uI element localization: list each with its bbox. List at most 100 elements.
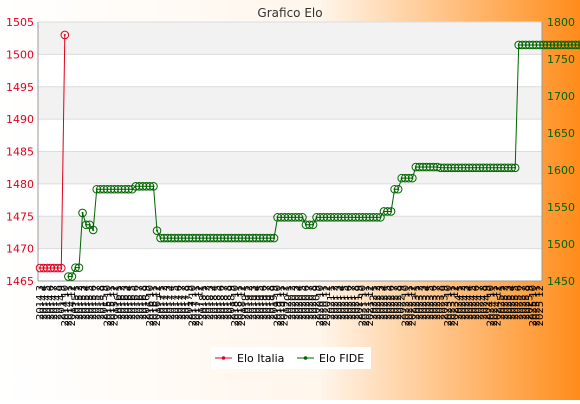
x-tick-label: 2015 10 — [102, 285, 113, 326]
x-tick-label: 2024 10 — [485, 285, 496, 326]
x-tick-label: 2015 3 — [78, 285, 89, 320]
x-tick-label: 2017 10 — [187, 285, 198, 326]
x-tick-label: 2014 9 — [56, 285, 67, 320]
y-left-tick-label: 1505 — [6, 16, 34, 29]
x-tick-label: 2023 10 — [443, 285, 454, 326]
x-tick-label: 2018 5 — [212, 285, 223, 320]
y-left-tick-label: 1475 — [6, 210, 34, 223]
x-tick-label: 2023 12 — [450, 285, 461, 326]
x-tick-label: 2024 3 — [461, 285, 472, 320]
x-tick-label: 2025 7 — [517, 285, 528, 320]
x-tick-label: 2019 3 — [248, 285, 259, 320]
x-tick-label: 2021 2 — [329, 285, 340, 320]
x-tick-label: 2019 1 — [241, 285, 252, 320]
y-right-tick-label: 1700 — [547, 90, 575, 103]
x-tick-label: 2014 6 — [46, 285, 57, 320]
x-tick-label: 2021 5 — [340, 285, 351, 320]
x-tick-label: 2018 1 — [198, 285, 209, 320]
x-tick-label: 2016 3 — [120, 285, 131, 320]
x-tick-label: 2019 10 — [273, 285, 284, 326]
data-point-elo-fide — [74, 263, 84, 272]
data-point-dot-elo-fide — [78, 266, 81, 269]
x-tick-label: 2020 8 — [308, 285, 319, 320]
x-tick-label: 2016 1 — [113, 285, 124, 320]
x-tick-label: 2016 6 — [131, 285, 142, 320]
x-tick-label: 2021 8 — [351, 285, 362, 320]
x-tick-label: 2015 9 — [99, 285, 110, 320]
x-tick-label: 2025 1 — [496, 285, 507, 320]
y-right-tick-label: 1750 — [547, 53, 575, 66]
x-tick-label: 2020 1 — [283, 285, 294, 320]
x-tick-label: 2016 5 — [127, 285, 138, 320]
data-point-elo-fide — [308, 220, 318, 230]
x-tick-label: 2014 12 — [67, 285, 78, 326]
x-tick-label: 2021 3 — [333, 285, 344, 320]
x-tick-label: 2019 2 — [244, 285, 255, 320]
x-tick-label: 2015 1 — [70, 285, 81, 320]
x-tick-label: 2025 5 — [510, 285, 521, 320]
data-point-elo-fide — [152, 226, 162, 235]
data-point-dot-elo-fide — [88, 223, 91, 226]
x-tick-label: 2024 5 — [468, 285, 479, 320]
y-left-tick-label: 1480 — [6, 178, 34, 191]
x-tick-label: 2021 7 — [347, 285, 358, 320]
x-tick-label: 2018 8 — [223, 285, 234, 320]
x-tick-label: 2021 6 — [344, 285, 355, 320]
y-right-tick-label: 1500 — [547, 238, 575, 251]
x-tick-label: 2023 7 — [432, 285, 443, 320]
x-tick-label: 2016 2 — [117, 285, 128, 320]
x-tick-label: 2016 7 — [134, 285, 145, 320]
x-tick-label: 2022 12 — [407, 285, 418, 326]
x-tick-label: 2023 6 — [429, 285, 440, 320]
data-point-dot-elo-fide — [156, 229, 159, 232]
x-tick-label: 2022 5 — [383, 285, 394, 320]
x-tick-label: 2021 10 — [358, 285, 369, 326]
x-tick-label: 2019 11 — [276, 285, 287, 326]
x-tick-label: 2017 6 — [173, 285, 184, 320]
x-tick-label: 2022 10 — [400, 285, 411, 326]
x-tick-label: 2024 4 — [464, 285, 475, 320]
x-tick-label: 2017 3 — [163, 285, 174, 320]
x-tick-label: 2021 4 — [336, 285, 347, 320]
x-tick-label: 2024 7 — [475, 285, 486, 320]
data-point-elo-italia — [60, 30, 70, 40]
data-point-dot-elo-fide — [273, 237, 276, 240]
x-tick-label: 2016 4 — [124, 285, 135, 320]
x-tick-label: 2024 6 — [471, 285, 482, 320]
y-left-tick-label: 1495 — [6, 81, 34, 94]
x-tick-label: 2017 5 — [170, 285, 181, 320]
x-tick-label: 2016 10 — [145, 285, 156, 326]
y-left-tick-label: 1465 — [6, 275, 34, 288]
x-tick-label: 2019 9 — [269, 285, 280, 320]
data-point-dot-elo-fide — [379, 216, 382, 219]
y-right-tick-label: 1550 — [547, 201, 575, 214]
x-tick-label: 2015 6 — [88, 285, 99, 320]
x-tick-label: 2014 4 — [39, 285, 50, 320]
x-tick-label: 2023 9 — [439, 285, 450, 320]
x-tick-label: 2023 3 — [418, 285, 429, 320]
data-point-dot-elo-fide — [411, 177, 414, 180]
x-tick-label: 2016 8 — [138, 285, 149, 320]
data-point-elo-fide — [298, 213, 307, 222]
data-point-elo-fide — [510, 163, 520, 173]
x-tick-label: 2023 1 — [411, 285, 422, 320]
x-tick-label: 2023 11 — [446, 285, 457, 326]
data-point-dot-elo-italia — [63, 33, 66, 36]
x-tick-label: 2019 8 — [266, 285, 277, 320]
chart-title: Grafico Elo — [257, 6, 322, 20]
data-point-elo-fide — [269, 233, 279, 243]
x-tick-label: 2023 2 — [414, 285, 425, 320]
x-tick-label: 2015 12 — [109, 285, 120, 326]
data-point-dot-elo-fide — [92, 228, 95, 231]
data-point-elo-fide — [393, 184, 403, 194]
data-point-elo-fide — [578, 41, 580, 49]
x-tick-label: 2015 2 — [74, 285, 85, 320]
x-tick-label: 2021 11 — [361, 285, 372, 326]
x-tick-label: 2024 8 — [478, 285, 489, 320]
grid-band — [38, 216, 542, 249]
x-tick-label: 2014 7 — [49, 285, 60, 320]
y-left-tick-label: 1485 — [6, 146, 34, 159]
x-tick-label: 2018 11 — [234, 285, 245, 326]
x-tick-label: 2017 4 — [166, 285, 177, 320]
